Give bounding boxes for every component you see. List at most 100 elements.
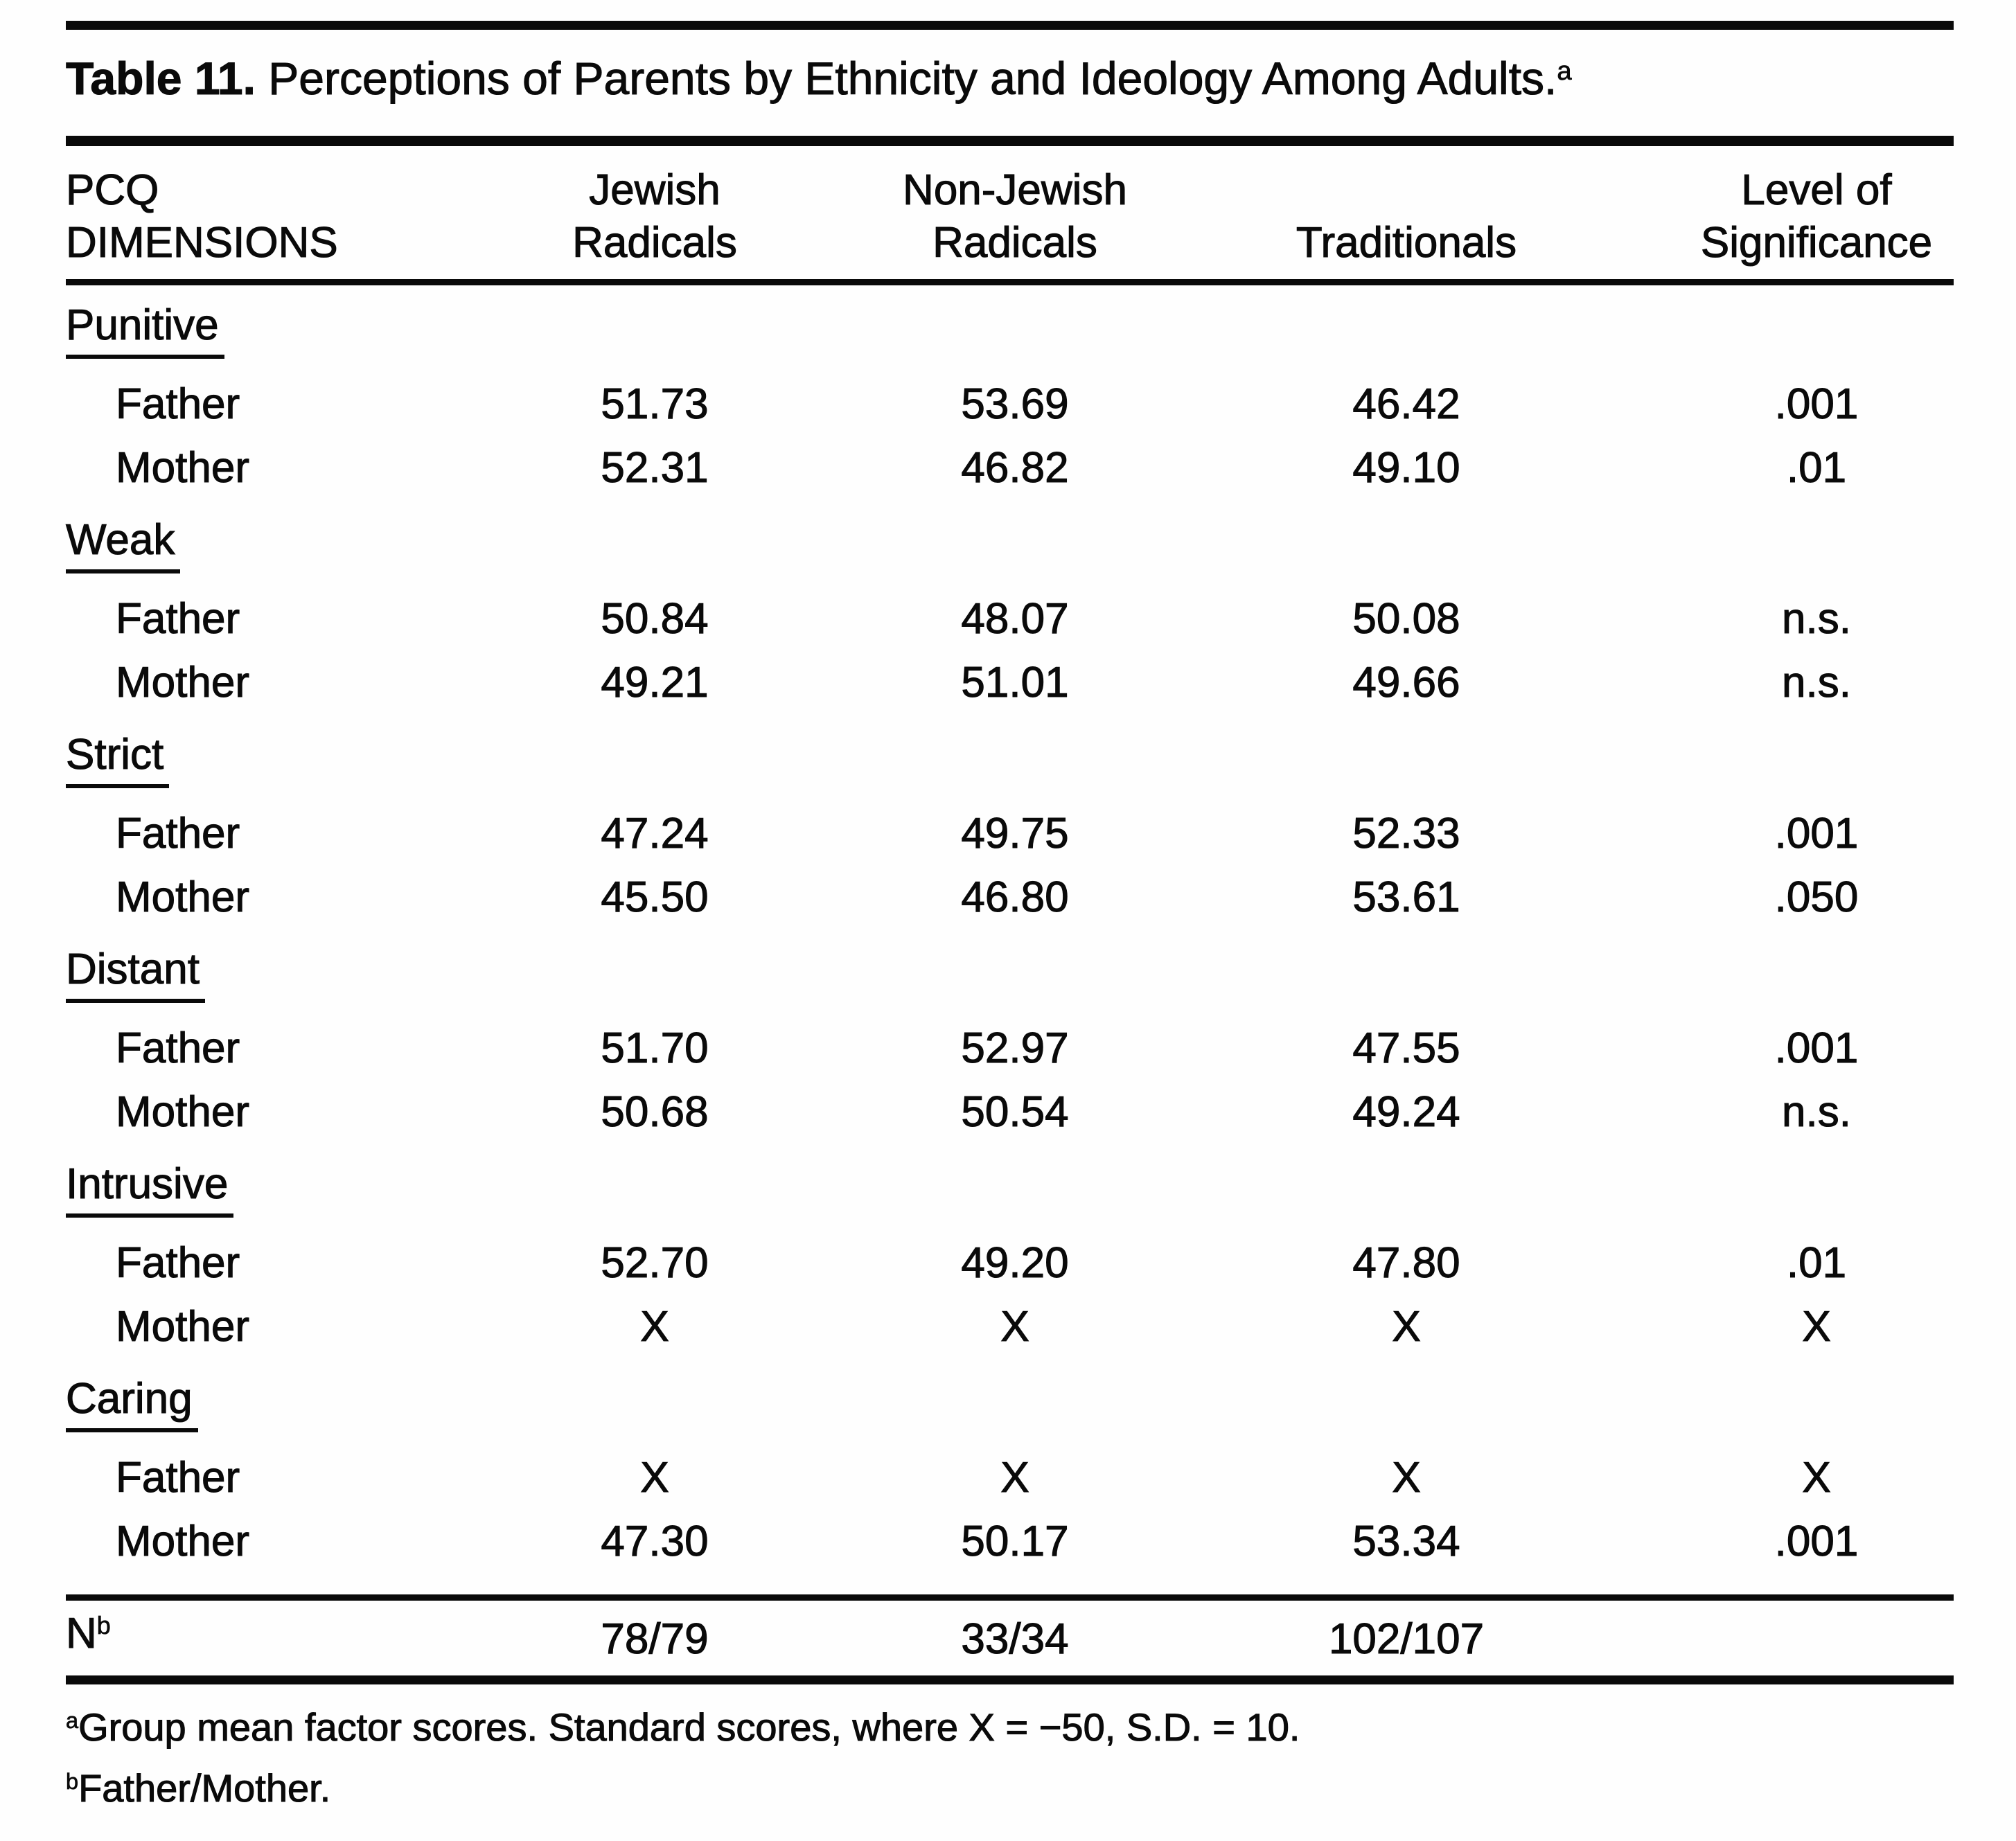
cell-value: n.s. <box>1781 594 1851 643</box>
n-row-top-rule <box>66 1594 1954 1601</box>
cell-value: 53.69 <box>961 380 1069 428</box>
cell-value: .050 <box>1774 873 1859 921</box>
section-heading: Distant <box>65 947 205 1003</box>
table-row: Father 51.73 53.69 46.42 .001 <box>66 373 1954 436</box>
n-value: 102/107 <box>1328 1615 1485 1663</box>
cell-value: 50.08 <box>1352 594 1460 643</box>
table-title: Table 11. Perceptions of Parents by Ethn… <box>65 51 1954 114</box>
footnote-b: bFather/Mother. <box>66 1761 1954 1822</box>
section-strict: Strict Father 47.24 49.75 52.33 .001 Mot… <box>65 732 1954 930</box>
header-traditionals: Traditionals <box>1296 218 1517 267</box>
bottom-rule <box>66 1675 1954 1684</box>
footnote-a: aGroup mean factor scores. Standard scor… <box>66 1700 1954 1761</box>
table-row: Mother 49.21 51.01 49.66 n.s. <box>66 651 1954 715</box>
footnote-b-text: Father/Mother. <box>78 1766 331 1810</box>
cell-value: X <box>1392 1453 1421 1502</box>
cell-value: X <box>1000 1453 1029 1502</box>
cell-value: 47.80 <box>1352 1238 1460 1287</box>
cell-value: 46.80 <box>961 873 1069 921</box>
header-radicals-2: Radicals <box>932 218 1098 267</box>
table-title-text: Perceptions of Parents by Ethnicity and … <box>255 52 1557 104</box>
n-value: 33/34 <box>961 1615 1069 1663</box>
header-pcq: PCQ <box>65 166 159 214</box>
cell-value: .01 <box>1786 443 1847 492</box>
cell-value: 49.20 <box>961 1238 1069 1287</box>
table-row: Mother 45.50 46.80 53.61 .050 <box>66 866 1954 930</box>
row-label: Father <box>115 1453 240 1502</box>
cell-value: 52.97 <box>961 1024 1069 1072</box>
cell-value: .001 <box>1774 1517 1859 1565</box>
footnote-b-marker: b <box>66 1769 79 1795</box>
row-label: Father <box>115 594 240 643</box>
row-label: Father <box>115 809 240 857</box>
section-caring: Caring Father X X X X Mother 47.30 50.17… <box>65 1376 1954 1574</box>
header-dimensions: DIMENSIONS <box>65 218 338 267</box>
header-jewish: Jewish <box>589 166 721 214</box>
section-weak: Weak Father 50.84 48.07 50.08 n.s. Mothe… <box>65 517 1954 715</box>
cell-value: 49.21 <box>601 658 709 706</box>
cell-value: X <box>1000 1302 1029 1351</box>
cell-value: 49.66 <box>1352 658 1460 706</box>
cell-value: 53.61 <box>1352 873 1460 921</box>
header-significance: Significance <box>1700 218 1933 267</box>
cell-value: 52.70 <box>601 1238 709 1287</box>
section-intrusive: Intrusive Father 52.70 49.20 47.80 .01 M… <box>65 1162 1954 1359</box>
table-row: Mother 47.30 50.17 53.34 .001 <box>66 1510 1954 1574</box>
cell-value: X <box>640 1302 669 1351</box>
n-value: 78/79 <box>601 1615 709 1663</box>
cell-value: X <box>1802 1453 1831 1502</box>
footnotes: aGroup mean factor scores. Standard scor… <box>66 1700 1954 1822</box>
header-radicals-1: Radicals <box>572 218 738 267</box>
sample-size-row: Nb 78/79 33/34 102/107 <box>65 1602 1954 1671</box>
section-distant: Distant Father 51.70 52.97 47.55 .001 Mo… <box>65 947 1954 1144</box>
cell-value: 49.24 <box>1352 1087 1460 1136</box>
section-heading: Weak <box>65 517 181 573</box>
section-heading: Caring <box>65 1376 198 1432</box>
cell-value: .001 <box>1774 809 1859 857</box>
row-label: Mother <box>115 873 249 921</box>
column-header-row-2: DIMENSIONS Radicals Radicals Traditional… <box>65 217 1954 269</box>
cell-value: .01 <box>1786 1238 1847 1287</box>
section-heading: Intrusive <box>65 1162 234 1218</box>
table-row: Mother X X X X <box>66 1295 1954 1359</box>
header-non-jewish: Non-Jewish <box>902 166 1127 214</box>
cell-value: 52.31 <box>601 443 709 492</box>
cell-value: 48.07 <box>961 594 1069 643</box>
title-footnote-marker: a <box>1557 55 1572 87</box>
cell-value: 45.50 <box>601 873 709 921</box>
table-row: Mother 52.31 46.82 49.10 .01 <box>66 436 1954 500</box>
n-footnote-marker: b <box>96 1611 111 1640</box>
row-label: Mother <box>115 1302 249 1351</box>
cell-value: n.s. <box>1781 1087 1851 1136</box>
cell-value: 51.70 <box>601 1024 709 1072</box>
cell-value: 47.55 <box>1352 1024 1460 1072</box>
cell-value: 47.30 <box>601 1517 709 1565</box>
cell-value: 47.24 <box>601 809 709 857</box>
row-label: Father <box>115 380 240 428</box>
section-punitive: Punitive Father 51.73 53.69 46.42 .001 M… <box>65 303 1954 500</box>
cell-value: 49.10 <box>1352 443 1460 492</box>
cell-value: .001 <box>1774 380 1859 428</box>
row-label: Father <box>115 1238 240 1287</box>
section-heading: Strict <box>65 732 170 788</box>
row-label: Mother <box>115 1087 249 1136</box>
table-row: Father X X X X <box>66 1446 1954 1510</box>
row-label: Mother <box>115 1517 249 1565</box>
cell-value: 50.17 <box>961 1517 1069 1565</box>
table-row: Mother 50.68 50.54 49.24 n.s. <box>66 1080 1954 1144</box>
cell-value: 51.01 <box>961 658 1069 706</box>
cell-value: 50.68 <box>601 1087 709 1136</box>
footnote-a-marker: a <box>66 1708 79 1734</box>
row-label: Father <box>115 1024 240 1072</box>
row-label: Mother <box>115 443 249 492</box>
table-number: Table 11. <box>65 52 256 104</box>
table-content: Table 11. Perceptions of Parents by Ethn… <box>65 21 1954 1822</box>
cell-value: 53.34 <box>1352 1517 1460 1565</box>
table-row: Father 52.70 49.20 47.80 .01 <box>66 1231 1954 1295</box>
cell-value: n.s. <box>1781 658 1851 706</box>
cell-value: .001 <box>1774 1024 1859 1072</box>
cell-value: 52.33 <box>1352 809 1460 857</box>
cell-value: 46.42 <box>1352 380 1460 428</box>
table-row: Father 50.84 48.07 50.08 n.s. <box>66 587 1954 651</box>
